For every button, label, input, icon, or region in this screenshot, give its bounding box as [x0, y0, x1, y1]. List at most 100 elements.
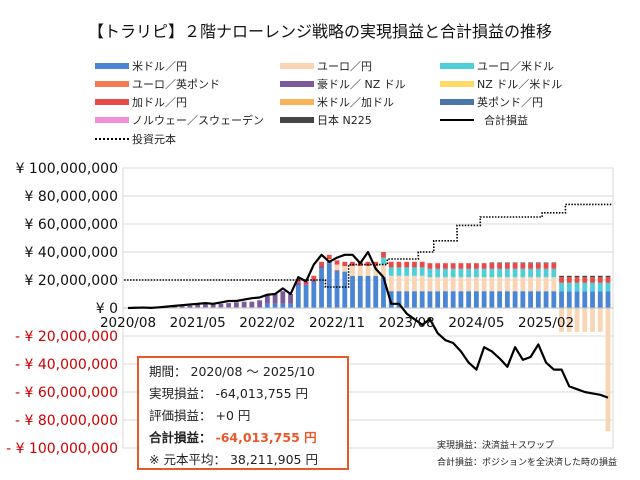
bar-segment: [388, 291, 394, 308]
bar-segment: [458, 277, 464, 292]
legend-swatch: [440, 63, 474, 69]
bar-segment: [203, 304, 208, 308]
bar-segment: [481, 268, 487, 278]
bar-segment: [295, 280, 301, 283]
bar-segment: [334, 271, 340, 308]
bar-segment: [373, 266, 379, 276]
bar-segment: [280, 291, 286, 304]
avg-value: 38,211,905 円: [229, 452, 318, 467]
bar-segment: [450, 277, 456, 292]
bar-segment: [528, 277, 533, 292]
legend-label: ユーロ／米ドル: [477, 60, 554, 73]
bar-segment: [295, 285, 301, 308]
bar-segment: [435, 268, 441, 278]
legend-label: 米ドル／円: [132, 60, 187, 73]
bar-segment: [443, 277, 448, 292]
bar-segment: [264, 295, 270, 304]
bar-segment: [497, 268, 503, 278]
bar-segment: [535, 262, 541, 264]
total-label: 合計損益：: [149, 430, 212, 445]
bar-segment: [334, 264, 340, 271]
bars: [123, 252, 613, 432]
bar-segment: [605, 291, 611, 308]
legend-label: 日本 N225: [317, 114, 372, 127]
x-tick-label: 2020/08: [100, 315, 156, 331]
bar-segment: [543, 262, 549, 264]
legend-item: NZ ドル／米ドル: [440, 76, 562, 92]
note-total: 合計損益：ポジションを全決済した時の損益: [437, 458, 618, 468]
bar-segment: [326, 254, 332, 259]
legend-swatch: [440, 99, 474, 105]
bar-segment: [543, 268, 549, 278]
bar-segment: [520, 291, 526, 308]
y-tick-label: - ¥ 20,000,000: [15, 329, 118, 345]
bar-segment: [543, 263, 549, 269]
bar-segment: [311, 280, 317, 283]
period-value: 2020/08 ～ 2025/10: [190, 364, 315, 379]
unrealized-row: 評価損益： +0 円: [149, 405, 347, 427]
bar-segment: [365, 266, 371, 276]
bar-segment: [303, 285, 309, 308]
legend-swatch: [95, 117, 129, 123]
bar-segment: [404, 275, 410, 292]
bar-segment: [597, 282, 603, 292]
bar-segment: [412, 275, 417, 292]
bar-segment: [319, 261, 324, 266]
bar-segment: [520, 263, 526, 269]
legend-item: 加ドル／円: [95, 94, 187, 110]
bar-segment: [597, 277, 603, 283]
bar-segment: [319, 268, 324, 308]
bar-segment: [295, 282, 301, 286]
bar-segment: [520, 262, 526, 264]
bar-segment: [172, 306, 177, 308]
bar-segment: [404, 261, 410, 268]
bar-segment: [597, 308, 603, 332]
bar-segment: [512, 277, 518, 292]
bar-segment: [319, 266, 324, 269]
bar-segment: [605, 277, 611, 283]
bar-segment: [381, 277, 386, 308]
legend-item: 日本 N225: [280, 112, 372, 128]
bar-segment: [559, 277, 564, 283]
bar-segment: [303, 284, 309, 286]
bar-segment: [249, 301, 255, 308]
bar-segment: [326, 263, 332, 308]
y-axis-ticks: ¥ 100,000,000 ¥ 80,000,000 ¥ 60,000,000 ¥ 4…: [6, 161, 118, 457]
bar-segment: [272, 303, 278, 308]
bar-segment: [497, 263, 503, 269]
bar-segment: [489, 291, 495, 308]
legend-item: ユーロ／英ポンド: [95, 76, 220, 92]
bar-segment: [574, 275, 580, 278]
bar-segment: [489, 263, 495, 269]
bar-segment: [543, 277, 549, 292]
bar-segment: [179, 306, 185, 308]
legend-item: 米ドル／円: [95, 58, 187, 74]
bar-segment: [551, 291, 557, 308]
bar-segment: [481, 277, 487, 292]
bar-segment: [590, 275, 595, 278]
bar-segment: [303, 281, 309, 285]
legend-swatch: [440, 119, 474, 121]
bar-segment: [473, 277, 479, 292]
bar-segment: [605, 275, 611, 278]
note-realized: 実現損益：決済益＋スワップ: [437, 441, 555, 451]
bar-segment: [450, 268, 456, 278]
bar-segment: [264, 303, 270, 308]
legend-label: 米ドル／加ドル: [317, 96, 394, 109]
bar-segment: [520, 268, 526, 278]
legend-item: 英ポンド／円: [440, 94, 543, 110]
bar-segment: [466, 277, 472, 292]
bar-segment: [473, 291, 479, 308]
bar-segment: [404, 291, 410, 308]
bar-segment: [466, 268, 472, 278]
bar-segment: [458, 291, 464, 308]
bar-segment: [605, 308, 611, 432]
bar-segment: [466, 263, 472, 269]
bar-segment: [288, 303, 293, 308]
bar-segment: [528, 263, 533, 269]
bar-segment: [342, 271, 348, 308]
bar-segment: [582, 277, 588, 283]
legend-swatch: [95, 99, 129, 105]
bar-segment: [551, 277, 557, 292]
summary-box: 期間： 2020/08 ～ 2025/10 実現損益： -64,013,755 …: [137, 356, 349, 470]
